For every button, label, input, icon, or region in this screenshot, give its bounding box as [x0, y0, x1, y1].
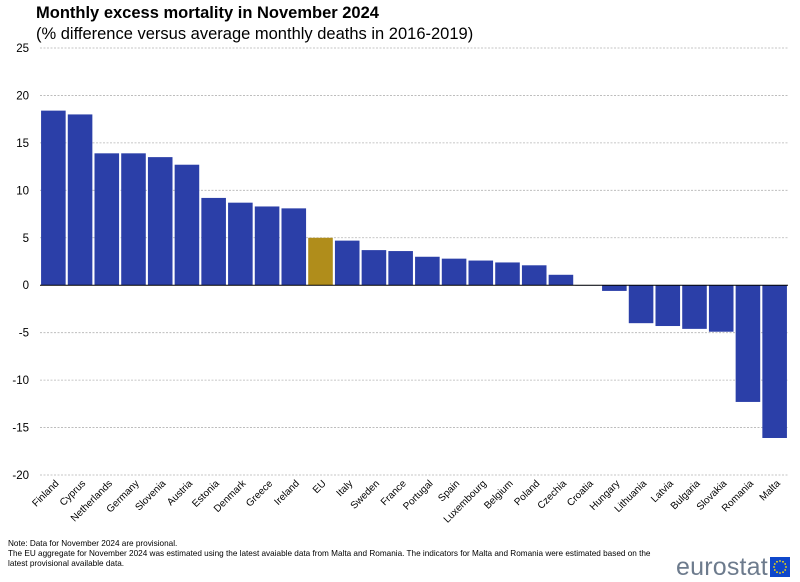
bar [94, 153, 119, 285]
footnote-line: latest provisional available data. [8, 559, 650, 569]
bar [362, 250, 387, 285]
x-tick-label: Malta [758, 478, 783, 503]
bar [655, 285, 680, 326]
x-tick-label: Sweden [349, 478, 382, 511]
x-tick-label: Ireland [273, 478, 302, 507]
bar [41, 111, 66, 286]
bar [602, 285, 627, 291]
y-tick-label: -10 [12, 375, 29, 387]
footnote-line: Note: Data for November 2024 are provisi… [8, 539, 650, 549]
bar [175, 165, 200, 286]
bar [255, 206, 280, 285]
y-tick-label: -15 [12, 423, 29, 435]
x-tick-label: Czechia [536, 478, 570, 512]
bar [201, 198, 226, 285]
bar [709, 285, 734, 331]
y-tick-label: 5 [23, 233, 29, 245]
y-tick-label: -20 [12, 470, 29, 482]
bar [682, 285, 707, 329]
bar-chart: 2520151050-5-10-15-20FinlandCyprusNether… [0, 0, 800, 540]
y-tick-label: 0 [23, 280, 29, 292]
eurostat-logo: eurostat [676, 553, 790, 581]
bar [522, 265, 547, 285]
bar [442, 259, 467, 286]
y-tick-label: 10 [16, 185, 29, 197]
y-tick-label: 15 [16, 138, 29, 150]
bar [388, 251, 413, 285]
y-tick-label: 20 [16, 90, 29, 102]
x-tick-label: Greece [244, 478, 275, 509]
x-tick-label: Portugal [401, 478, 435, 512]
footnote-line: The EU aggregate for November 2024 was e… [8, 549, 650, 559]
bar [228, 203, 253, 286]
bar [148, 157, 173, 285]
bar [736, 285, 761, 402]
x-tick-label: Italy [335, 478, 356, 499]
bar [281, 208, 306, 285]
bar [762, 285, 787, 438]
x-tick-label: EU [311, 478, 329, 496]
bar [335, 241, 360, 286]
x-tick-label: Belgium [482, 478, 515, 511]
y-tick-label: 25 [16, 43, 29, 55]
bar [495, 262, 520, 285]
y-tick-label: -5 [19, 328, 29, 340]
bar [121, 153, 146, 285]
x-tick-label: Finland [30, 478, 61, 509]
bar [629, 285, 654, 323]
logo-text: eurostat [676, 553, 768, 582]
bar [415, 257, 440, 285]
eu-flag-icon [770, 557, 790, 577]
bar [468, 261, 493, 286]
bar [549, 275, 574, 285]
bar [308, 238, 333, 285]
bar [68, 114, 93, 285]
footnotes: Note: Data for November 2024 are provisi… [8, 539, 650, 570]
